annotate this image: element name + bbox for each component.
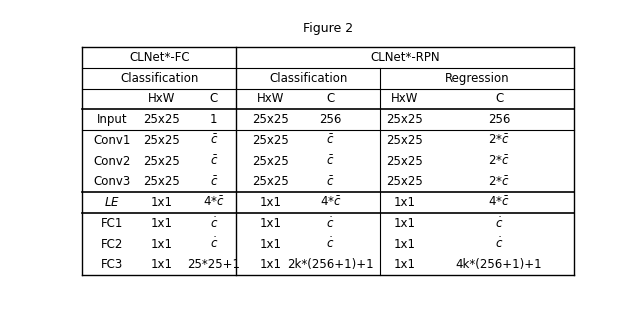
Text: 4*$\bar{c}$: 4*$\bar{c}$ (203, 196, 225, 209)
Text: $\dot{c}$: $\dot{c}$ (495, 216, 503, 231)
Text: $\bar{c}$: $\bar{c}$ (326, 175, 335, 189)
Text: 25x25: 25x25 (253, 134, 289, 147)
Text: CLNet*-RPN: CLNet*-RPN (370, 51, 440, 64)
Text: $\mathit{LE}$: $\mathit{LE}$ (104, 196, 120, 209)
Text: 1x1: 1x1 (394, 258, 416, 271)
Text: FC1: FC1 (101, 217, 124, 230)
Text: 25x25: 25x25 (143, 134, 180, 147)
Text: Figure 2: Figure 2 (303, 22, 353, 35)
Text: 25x25: 25x25 (253, 155, 289, 168)
Text: $\bar{c}$: $\bar{c}$ (210, 134, 218, 147)
Text: FC2: FC2 (101, 238, 124, 251)
Text: CLNet*-FC: CLNet*-FC (129, 51, 189, 64)
Text: 1x1: 1x1 (394, 196, 416, 209)
Text: Conv2: Conv2 (93, 155, 131, 168)
Text: $\dot{c}$: $\dot{c}$ (495, 237, 503, 251)
Text: 2*$\bar{c}$: 2*$\bar{c}$ (488, 134, 510, 147)
Text: 1x1: 1x1 (151, 217, 173, 230)
Text: 4*$\bar{c}$: 4*$\bar{c}$ (488, 196, 510, 209)
Text: HxW: HxW (257, 92, 285, 105)
Text: 2*$\bar{c}$: 2*$\bar{c}$ (488, 154, 510, 168)
Text: 1x1: 1x1 (260, 238, 282, 251)
Text: 1x1: 1x1 (151, 196, 173, 209)
Text: Regression: Regression (445, 72, 509, 85)
Text: C: C (495, 92, 503, 105)
Text: C: C (326, 92, 335, 105)
Text: 25x25: 25x25 (253, 113, 289, 126)
Text: 256: 256 (319, 113, 342, 126)
Text: $\dot{c}$: $\dot{c}$ (326, 237, 335, 251)
Text: Conv3: Conv3 (93, 175, 131, 188)
Text: C: C (210, 92, 218, 105)
Text: $\bar{c}$: $\bar{c}$ (326, 134, 335, 147)
Text: Input: Input (97, 113, 127, 126)
Text: 1x1: 1x1 (151, 258, 173, 271)
Text: 1x1: 1x1 (394, 238, 416, 251)
Text: FC3: FC3 (101, 258, 124, 271)
Text: 2k*(256+1)+1: 2k*(256+1)+1 (287, 258, 374, 271)
Text: 2*$\bar{c}$: 2*$\bar{c}$ (488, 175, 510, 189)
Text: $\dot{c}$: $\dot{c}$ (210, 216, 218, 231)
Text: 25x25: 25x25 (387, 155, 423, 168)
Text: 1x1: 1x1 (151, 238, 173, 251)
Text: $\bar{c}$: $\bar{c}$ (210, 175, 218, 189)
Text: Classification: Classification (120, 72, 198, 85)
Text: 25x25: 25x25 (387, 113, 423, 126)
Text: HxW: HxW (148, 92, 175, 105)
Text: $\bar{c}$: $\bar{c}$ (326, 154, 335, 168)
Text: $\dot{c}$: $\dot{c}$ (326, 216, 335, 231)
Text: 25x25: 25x25 (253, 175, 289, 188)
Text: 4k*(256+1)+1: 4k*(256+1)+1 (456, 258, 543, 271)
Text: HxW: HxW (391, 92, 419, 105)
Text: Conv1: Conv1 (93, 134, 131, 147)
Text: 25x25: 25x25 (387, 134, 423, 147)
Text: Classification: Classification (269, 72, 348, 85)
Text: $\dot{c}$: $\dot{c}$ (210, 237, 218, 251)
Text: 25x25: 25x25 (143, 113, 180, 126)
Text: 4*$\bar{c}$: 4*$\bar{c}$ (319, 196, 341, 209)
Text: 25x25: 25x25 (143, 155, 180, 168)
Text: 25x25: 25x25 (387, 175, 423, 188)
Text: $\bar{c}$: $\bar{c}$ (210, 154, 218, 168)
Text: 25x25: 25x25 (143, 175, 180, 188)
Text: 1x1: 1x1 (260, 196, 282, 209)
Text: 1x1: 1x1 (260, 217, 282, 230)
Text: 25*25+1: 25*25+1 (188, 258, 241, 271)
Text: 1x1: 1x1 (394, 217, 416, 230)
Text: 1x1: 1x1 (260, 258, 282, 271)
Text: 1: 1 (210, 113, 218, 126)
Text: 256: 256 (488, 113, 510, 126)
